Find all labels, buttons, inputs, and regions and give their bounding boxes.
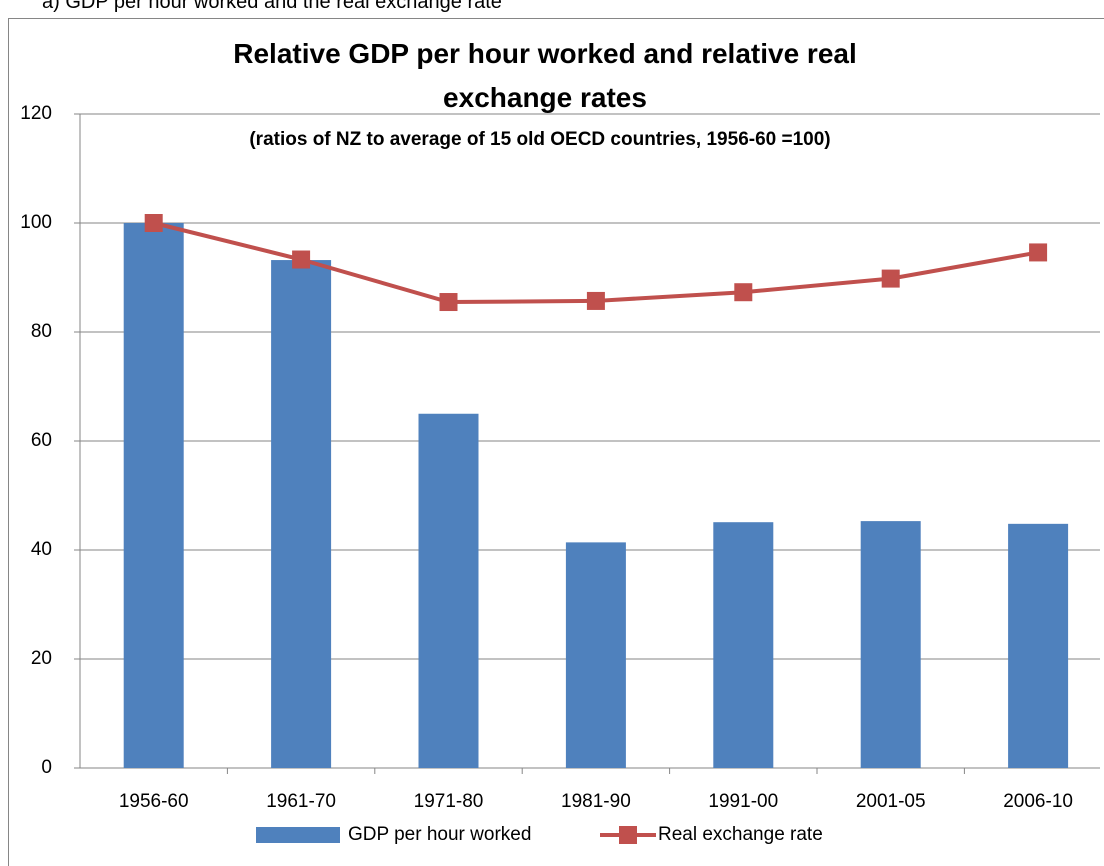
marker xyxy=(881,269,900,288)
marker xyxy=(1029,243,1048,262)
bar xyxy=(713,522,774,768)
x-tick-label: 2006-10 xyxy=(1003,791,1073,812)
y-tick-label: 0 xyxy=(41,757,52,778)
bar xyxy=(418,413,479,768)
y-tick-label: 120 xyxy=(20,103,52,124)
x-tick-label: 1956-60 xyxy=(119,791,189,812)
marker xyxy=(734,283,753,302)
y-tick-label: 40 xyxy=(31,539,52,560)
chart-frame xyxy=(8,18,1104,866)
marker xyxy=(144,214,163,232)
chart-title: Relative GDP per hour worked and relativ… xyxy=(233,38,857,113)
x-tick-label: 1961-70 xyxy=(266,791,336,812)
marker xyxy=(586,291,605,310)
marker xyxy=(292,250,311,269)
y-tick-label: 80 xyxy=(31,321,52,342)
y-tick-label: 100 xyxy=(20,212,52,233)
bar xyxy=(123,223,184,768)
x-tick-label: 1981-90 xyxy=(561,791,631,812)
bar xyxy=(1008,523,1069,768)
x-tick-label: 1991-00 xyxy=(708,791,778,812)
bar xyxy=(860,521,921,768)
x-tick-label: 2001-05 xyxy=(856,791,926,812)
bar xyxy=(565,542,626,768)
marker xyxy=(439,293,458,312)
bar xyxy=(271,260,332,768)
legend-label: Real exchange rate xyxy=(658,824,823,845)
chart-subtitle: (ratios of NZ to average of 15 old OECD … xyxy=(249,129,830,150)
heading: a) GDP per hour worked and the real exch… xyxy=(42,0,502,13)
legend-swatch xyxy=(256,827,340,843)
y-tick-label: 60 xyxy=(31,430,52,451)
legend-label: GDP per hour worked xyxy=(348,824,531,845)
legend-marker xyxy=(619,826,637,844)
x-tick-label: 1971-80 xyxy=(414,791,484,812)
y-tick-label: 20 xyxy=(31,648,52,669)
